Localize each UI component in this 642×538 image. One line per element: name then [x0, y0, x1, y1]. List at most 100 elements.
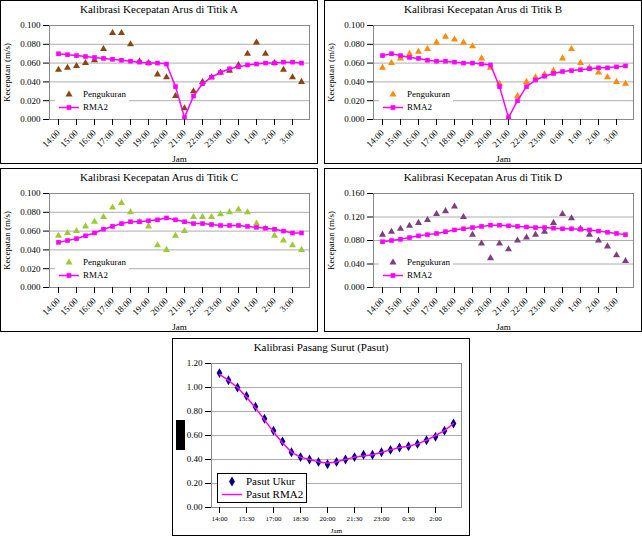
svg-text:0.160: 0.160 [344, 188, 365, 198]
svg-text:0.80: 0.80 [187, 406, 203, 416]
svg-text:18:30: 18:30 [293, 515, 309, 523]
svg-text:0.000: 0.000 [344, 114, 365, 124]
svg-text:0.120: 0.120 [344, 212, 365, 222]
svg-text:3:00: 3:00 [278, 127, 297, 146]
svg-text:0.40: 0.40 [187, 454, 203, 464]
svg-text:0.080: 0.080 [20, 207, 41, 217]
svg-text:1:00: 1:00 [242, 295, 261, 314]
svg-text:23:00: 23:00 [526, 127, 548, 149]
svg-text:Jam: Jam [172, 322, 187, 332]
svg-text:14:00: 14:00 [364, 127, 386, 149]
svg-text:1.00: 1.00 [187, 382, 203, 392]
svg-text:20:00: 20:00 [148, 127, 170, 149]
svg-text:17:00: 17:00 [418, 295, 440, 317]
svg-text:Kecepatan (m/s): Kecepatan (m/s) [2, 211, 12, 270]
svg-text:0.100: 0.100 [20, 20, 41, 30]
svg-text:23:00: 23:00 [202, 295, 224, 317]
svg-text:23:00: 23:00 [374, 515, 390, 523]
svg-text:0.080: 0.080 [344, 39, 365, 49]
svg-text:1.20: 1.20 [187, 358, 203, 368]
svg-text:15:30: 15:30 [239, 515, 255, 523]
svg-text:0.040: 0.040 [344, 259, 365, 269]
svg-text:0.000: 0.000 [344, 282, 365, 292]
svg-text:14:00: 14:00 [212, 515, 228, 523]
svg-text:2:00: 2:00 [584, 295, 603, 314]
svg-text:0.100: 0.100 [344, 20, 365, 30]
svg-text:18:00: 18:00 [112, 295, 134, 317]
svg-text:22:00: 22:00 [508, 127, 530, 149]
svg-text:3:00: 3:00 [602, 127, 621, 146]
svg-text:0.080: 0.080 [20, 39, 41, 49]
svg-text:Jam: Jam [496, 154, 511, 164]
svg-text:22:00: 22:00 [508, 295, 530, 317]
svg-text:19:00: 19:00 [454, 295, 476, 317]
svg-text:3:00: 3:00 [278, 295, 297, 314]
svg-text:0.20: 0.20 [187, 478, 203, 488]
svg-text:0.040: 0.040 [20, 245, 41, 255]
svg-text:15:00: 15:00 [382, 127, 404, 149]
svg-text:Jam: Jam [172, 154, 187, 164]
svg-text:0:00: 0:00 [548, 127, 567, 146]
svg-text:14:00: 14:00 [364, 295, 386, 317]
svg-text:20:00: 20:00 [472, 127, 494, 149]
svg-text:0.040: 0.040 [344, 77, 365, 87]
svg-text:0.00: 0.00 [187, 502, 203, 512]
svg-text:2:00: 2:00 [584, 127, 603, 146]
svg-text:0:00: 0:00 [224, 295, 243, 314]
svg-text:0.040: 0.040 [20, 77, 41, 87]
svg-text:0:00: 0:00 [548, 295, 567, 314]
svg-text:16:00: 16:00 [400, 127, 422, 149]
svg-text:17:00: 17:00 [94, 295, 116, 317]
svg-text:2:00: 2:00 [260, 127, 279, 146]
svg-text:0.060: 0.060 [20, 58, 41, 68]
svg-text:0.020: 0.020 [20, 264, 41, 274]
svg-text:19:00: 19:00 [130, 295, 152, 317]
svg-text:2:00: 2:00 [260, 295, 279, 314]
svg-text:3:00: 3:00 [602, 295, 621, 314]
svg-text:15:00: 15:00 [382, 295, 404, 317]
svg-text:22:00: 22:00 [184, 295, 206, 317]
svg-text:0.060: 0.060 [344, 58, 365, 68]
svg-text:19:00: 19:00 [130, 127, 152, 149]
svg-text:17:00: 17:00 [266, 515, 282, 523]
svg-text:18:00: 18:00 [112, 127, 134, 149]
svg-text:Kecepatan (m/s): Kecepatan (m/s) [326, 43, 336, 102]
svg-text:23:00: 23:00 [202, 127, 224, 149]
svg-text:21:00: 21:00 [490, 295, 512, 317]
svg-text:0.020: 0.020 [344, 96, 365, 106]
svg-text:16:00: 16:00 [76, 295, 98, 317]
svg-text:1:00: 1:00 [242, 127, 261, 146]
svg-text:18:00: 18:00 [436, 127, 458, 149]
svg-text:0.000: 0.000 [20, 282, 41, 292]
svg-text:21:00: 21:00 [166, 127, 188, 149]
svg-text:2:00: 2:00 [429, 515, 442, 523]
svg-text:16:00: 16:00 [76, 127, 98, 149]
svg-text:Kecepatan (m/s): Kecepatan (m/s) [2, 43, 12, 102]
svg-text:15:00: 15:00 [58, 127, 80, 149]
svg-text:21:00: 21:00 [490, 127, 512, 149]
svg-text:Jam: Jam [496, 322, 511, 332]
svg-text:Jam: Jam [331, 527, 343, 535]
svg-text:21:30: 21:30 [347, 515, 363, 523]
svg-text:23:00: 23:00 [526, 295, 548, 317]
svg-text:0:30: 0:30 [402, 515, 415, 523]
svg-text:0.000: 0.000 [20, 114, 41, 124]
svg-text:1:00: 1:00 [566, 127, 585, 146]
svg-text:1:00: 1:00 [566, 295, 585, 314]
svg-text:0.020: 0.020 [20, 96, 41, 106]
svg-text:22:00: 22:00 [184, 127, 206, 149]
svg-text:17:00: 17:00 [94, 127, 116, 149]
svg-text:19:00: 19:00 [454, 127, 476, 149]
svg-text:16:00: 16:00 [400, 295, 422, 317]
svg-text:20:00: 20:00 [148, 295, 170, 317]
svg-text:0.060: 0.060 [20, 226, 41, 236]
svg-text:17:00: 17:00 [418, 127, 440, 149]
svg-text:Kecepatan (m/s): Kecepatan (m/s) [326, 211, 336, 270]
svg-text:0.60: 0.60 [187, 430, 203, 440]
svg-text:20:00: 20:00 [472, 295, 494, 317]
svg-text:14:00: 14:00 [40, 127, 62, 149]
svg-text:20:00: 20:00 [320, 515, 336, 523]
svg-text:0.080: 0.080 [344, 235, 365, 245]
svg-text:0:00: 0:00 [224, 127, 243, 146]
svg-text:14:00: 14:00 [40, 295, 62, 317]
